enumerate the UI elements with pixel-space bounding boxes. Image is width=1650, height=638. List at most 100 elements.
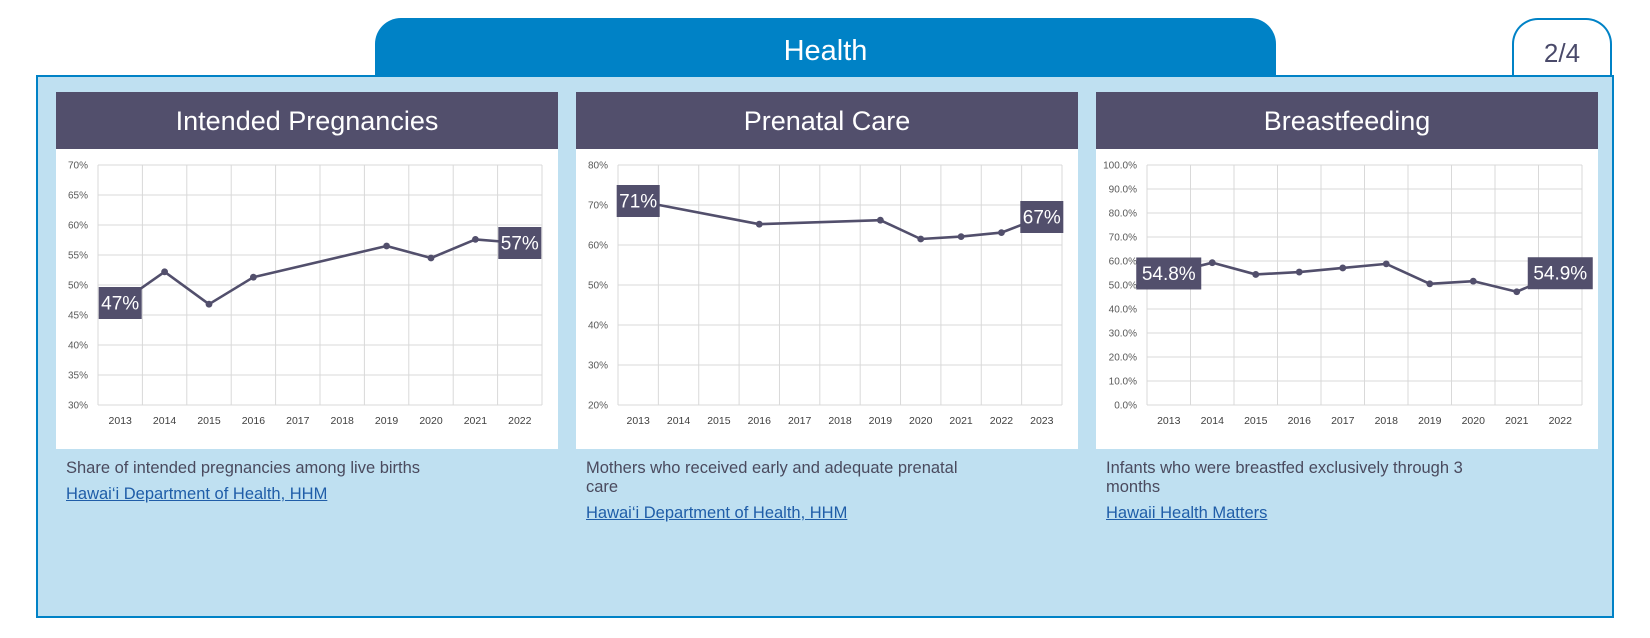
data-point xyxy=(205,300,213,308)
page-indicator-tab[interactable]: 2/4 xyxy=(1512,18,1612,76)
y-tick-label: 60% xyxy=(588,241,608,252)
card-description: Infants who were breastfed exclusively t… xyxy=(1106,459,1463,496)
x-tick-label: 2022 xyxy=(990,415,1014,427)
x-tick-label: 2019 xyxy=(375,415,399,427)
section-title: Health xyxy=(783,35,868,67)
section-tab-health[interactable]: Health xyxy=(375,18,1276,76)
chart-area: 30% 35% 40% 45% 50% 55% 60% 65% 70% 2013 2014 2015 2… xyxy=(56,149,558,449)
data-label: 47% xyxy=(101,294,139,315)
x-tick-label: 2018 xyxy=(331,415,355,427)
data-point xyxy=(383,242,390,250)
series-line xyxy=(119,238,520,306)
y-tick-label: 80% xyxy=(588,161,608,172)
x-tick-label: 2020 xyxy=(419,415,443,427)
y-tick-label: 60.0% xyxy=(1109,257,1137,268)
data-point xyxy=(957,233,965,240)
series-line xyxy=(1168,261,1561,294)
data-point xyxy=(161,268,168,276)
data-point xyxy=(1382,260,1390,268)
data-label-box xyxy=(1020,201,1064,233)
x-tick-label: 2018 xyxy=(828,415,852,427)
y-tick-label: 20% xyxy=(588,401,608,412)
y-tick-label: 30.0% xyxy=(1109,329,1137,340)
x-tick-label: 2014 xyxy=(153,415,177,427)
y-tick-label: 60% xyxy=(68,221,88,232)
x-tick-label: 2017 xyxy=(1331,415,1355,427)
x-tick-label: 2013 xyxy=(109,415,133,427)
data-label: 54.9% xyxy=(1533,264,1587,285)
data-point xyxy=(427,254,435,262)
data-point xyxy=(876,216,884,224)
source-link[interactable]: Hawai‘i Department of Health, HHM xyxy=(586,504,848,522)
y-tick-label: 20.0% xyxy=(1109,353,1137,364)
x-tick-label: 2021 xyxy=(949,415,973,427)
source-link[interactable]: Hawaii Health Matters xyxy=(1106,504,1268,522)
y-tick-label: 70.0% xyxy=(1109,233,1137,244)
data-point xyxy=(1339,264,1347,272)
x-tick-label: 2013 xyxy=(1157,415,1181,427)
data-point xyxy=(1295,268,1303,276)
data-point xyxy=(1469,277,1477,285)
data-label-box xyxy=(1136,257,1202,290)
y-tick-label: 90.0% xyxy=(1109,185,1137,196)
data-point xyxy=(917,235,925,243)
data-label: 57% xyxy=(501,234,539,255)
x-tick-label: 2016 xyxy=(748,415,772,427)
x-tick-label: 2015 xyxy=(197,415,221,427)
y-tick-label: 50.0% xyxy=(1109,281,1137,292)
card-title: Intended Pregnancies xyxy=(56,92,558,149)
card-breastfeeding: Breastfeeding 0.0% 10.0% 20.0% 30.0% 40.0% 50… xyxy=(1096,92,1598,523)
data-label-box xyxy=(498,227,542,259)
chart-area: 0.0% 10.0% 20.0% 30.0% 40.0% 50.0% 60.0% 70.0% 8… xyxy=(1096,149,1598,449)
x-tick-label: 2021 xyxy=(464,415,488,427)
y-tick-label: 55% xyxy=(68,251,88,262)
x-tick-label: 2020 xyxy=(909,415,933,427)
data-point xyxy=(1208,259,1216,267)
x-tick-label: 2015 xyxy=(1244,415,1268,427)
y-tick-label: 70% xyxy=(588,201,608,212)
source-link[interactable]: Hawai‘i Department of Health, HHM xyxy=(66,485,328,503)
prenatal-care-chart: 20% 30% 40% 50% 60% 70% 80% 2013 2014 2015 2016 201… xyxy=(588,161,1064,427)
x-tick-label: 2017 xyxy=(286,415,310,427)
data-point xyxy=(1426,280,1434,288)
y-tick-label: 50% xyxy=(588,281,608,292)
data-label-box xyxy=(616,185,660,217)
x-tick-label: 2018 xyxy=(1375,415,1399,427)
x-tick-label: 2022 xyxy=(508,415,532,427)
card-description: Share of intended pregnancies among live… xyxy=(66,459,421,477)
data-point xyxy=(1513,288,1521,296)
x-tick-label: 2020 xyxy=(1462,415,1486,427)
breastfeeding-chart: 0.0% 10.0% 20.0% 30.0% 40.0% 50.0% 60.0% 70.0% 8… xyxy=(1103,161,1593,427)
data-point xyxy=(472,236,479,243)
y-tick-label: 40.0% xyxy=(1109,305,1137,316)
y-tick-label: 65% xyxy=(68,191,88,202)
x-tick-label: 2021 xyxy=(1505,415,1529,427)
intended-pregnancies-chart: 30% 35% 40% 45% 50% 55% 60% 65% 70% 2013 2014 2015 2… xyxy=(68,161,543,427)
data-label: 54.8% xyxy=(1142,264,1196,285)
x-tick-label: 2022 xyxy=(1549,415,1573,427)
data-point xyxy=(1252,271,1260,278)
y-tick-label: 80.0% xyxy=(1109,209,1137,220)
chart-area: 20% 30% 40% 50% 60% 70% 80% 2013 2014 2015 2016 201… xyxy=(576,149,1078,449)
card-description: Mothers who received early and adequate … xyxy=(586,459,958,496)
card-intended-pregnancies: Intended Pregnancies 30% 35% 40% 45% 50% 55% 6… xyxy=(56,92,558,504)
y-tick-label: 40% xyxy=(588,321,608,332)
x-tick-label: 2019 xyxy=(1418,415,1442,427)
x-tick-label: 2014 xyxy=(1201,415,1225,427)
x-tick-label: 2016 xyxy=(1288,415,1312,427)
x-tick-label: 2015 xyxy=(707,415,731,427)
y-tick-label: 70% xyxy=(68,161,88,172)
y-tick-label: 0.0% xyxy=(1114,401,1137,412)
x-tick-label: 2019 xyxy=(869,415,893,427)
x-tick-label: 2017 xyxy=(788,415,812,427)
x-tick-label: 2023 xyxy=(1030,415,1054,427)
page-indicator: 2/4 xyxy=(1543,38,1581,68)
data-point xyxy=(998,229,1005,236)
card-prenatal-care: Prenatal Care 20% 30% 40% 50% 60% 70% 80% 2013 2… xyxy=(576,92,1078,523)
y-tick-label: 40% xyxy=(68,341,88,352)
x-tick-label: 2016 xyxy=(242,415,266,427)
data-point xyxy=(250,273,257,281)
y-tick-label: 35% xyxy=(68,371,88,382)
x-tick-label: 2014 xyxy=(667,415,691,427)
card-title: Breastfeeding xyxy=(1096,92,1598,149)
